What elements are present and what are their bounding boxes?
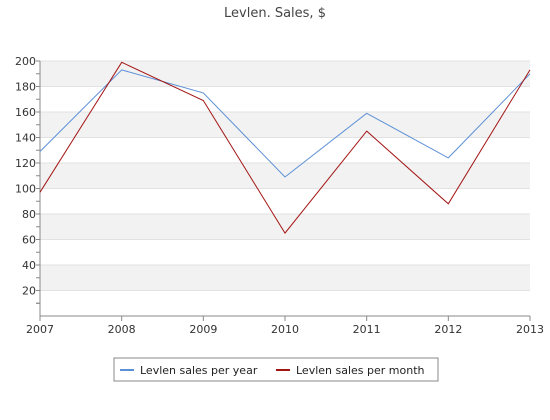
legend: Levlen sales per year Levlen sales per mo… bbox=[113, 357, 439, 382]
y-tick-label: 20 bbox=[22, 285, 36, 298]
grid-band bbox=[40, 265, 530, 291]
y-tick-label: 100 bbox=[15, 183, 36, 196]
y-tick-label: 140 bbox=[15, 132, 36, 145]
grid-band bbox=[40, 112, 530, 138]
y-tick-label: 160 bbox=[15, 106, 36, 119]
y-tick-label: 60 bbox=[22, 234, 36, 247]
x-tick-label: 2013 bbox=[516, 323, 544, 336]
y-tick-label: 40 bbox=[22, 259, 36, 272]
x-tick-label: 2012 bbox=[434, 323, 462, 336]
series-line-1 bbox=[39, 69, 531, 178]
y-tick-label: 180 bbox=[15, 81, 36, 94]
x-tick-label: 2010 bbox=[271, 323, 299, 336]
chart-title: Levlen. Sales, $ bbox=[224, 6, 326, 21]
y-tick-label: 120 bbox=[15, 157, 36, 170]
grid-band bbox=[40, 214, 530, 240]
x-tick-label: 2008 bbox=[108, 323, 136, 336]
grid-bands bbox=[40, 61, 530, 291]
y-tick-label: 200 bbox=[15, 55, 36, 68]
series-lines bbox=[39, 61, 531, 234]
x-tick-label: 2009 bbox=[189, 323, 217, 336]
legend-label-1: Levlen sales per year bbox=[140, 364, 258, 377]
legend-label-2: Levlen sales per month bbox=[296, 364, 425, 377]
grid-lines bbox=[40, 60, 530, 291]
x-axis-ticks: 2007 2008 2009 2010 2011 2012 2013 bbox=[26, 316, 544, 336]
x-tick-label: 2011 bbox=[353, 323, 381, 336]
grid-band bbox=[40, 163, 530, 189]
grid-band bbox=[40, 61, 530, 87]
x-tick-label: 2007 bbox=[26, 323, 54, 336]
series-line-2 bbox=[39, 61, 531, 234]
y-tick-label: 80 bbox=[22, 208, 36, 221]
y-axis-ticks: 20 40 60 80 100 120 140 160 180 200 bbox=[15, 55, 40, 304]
